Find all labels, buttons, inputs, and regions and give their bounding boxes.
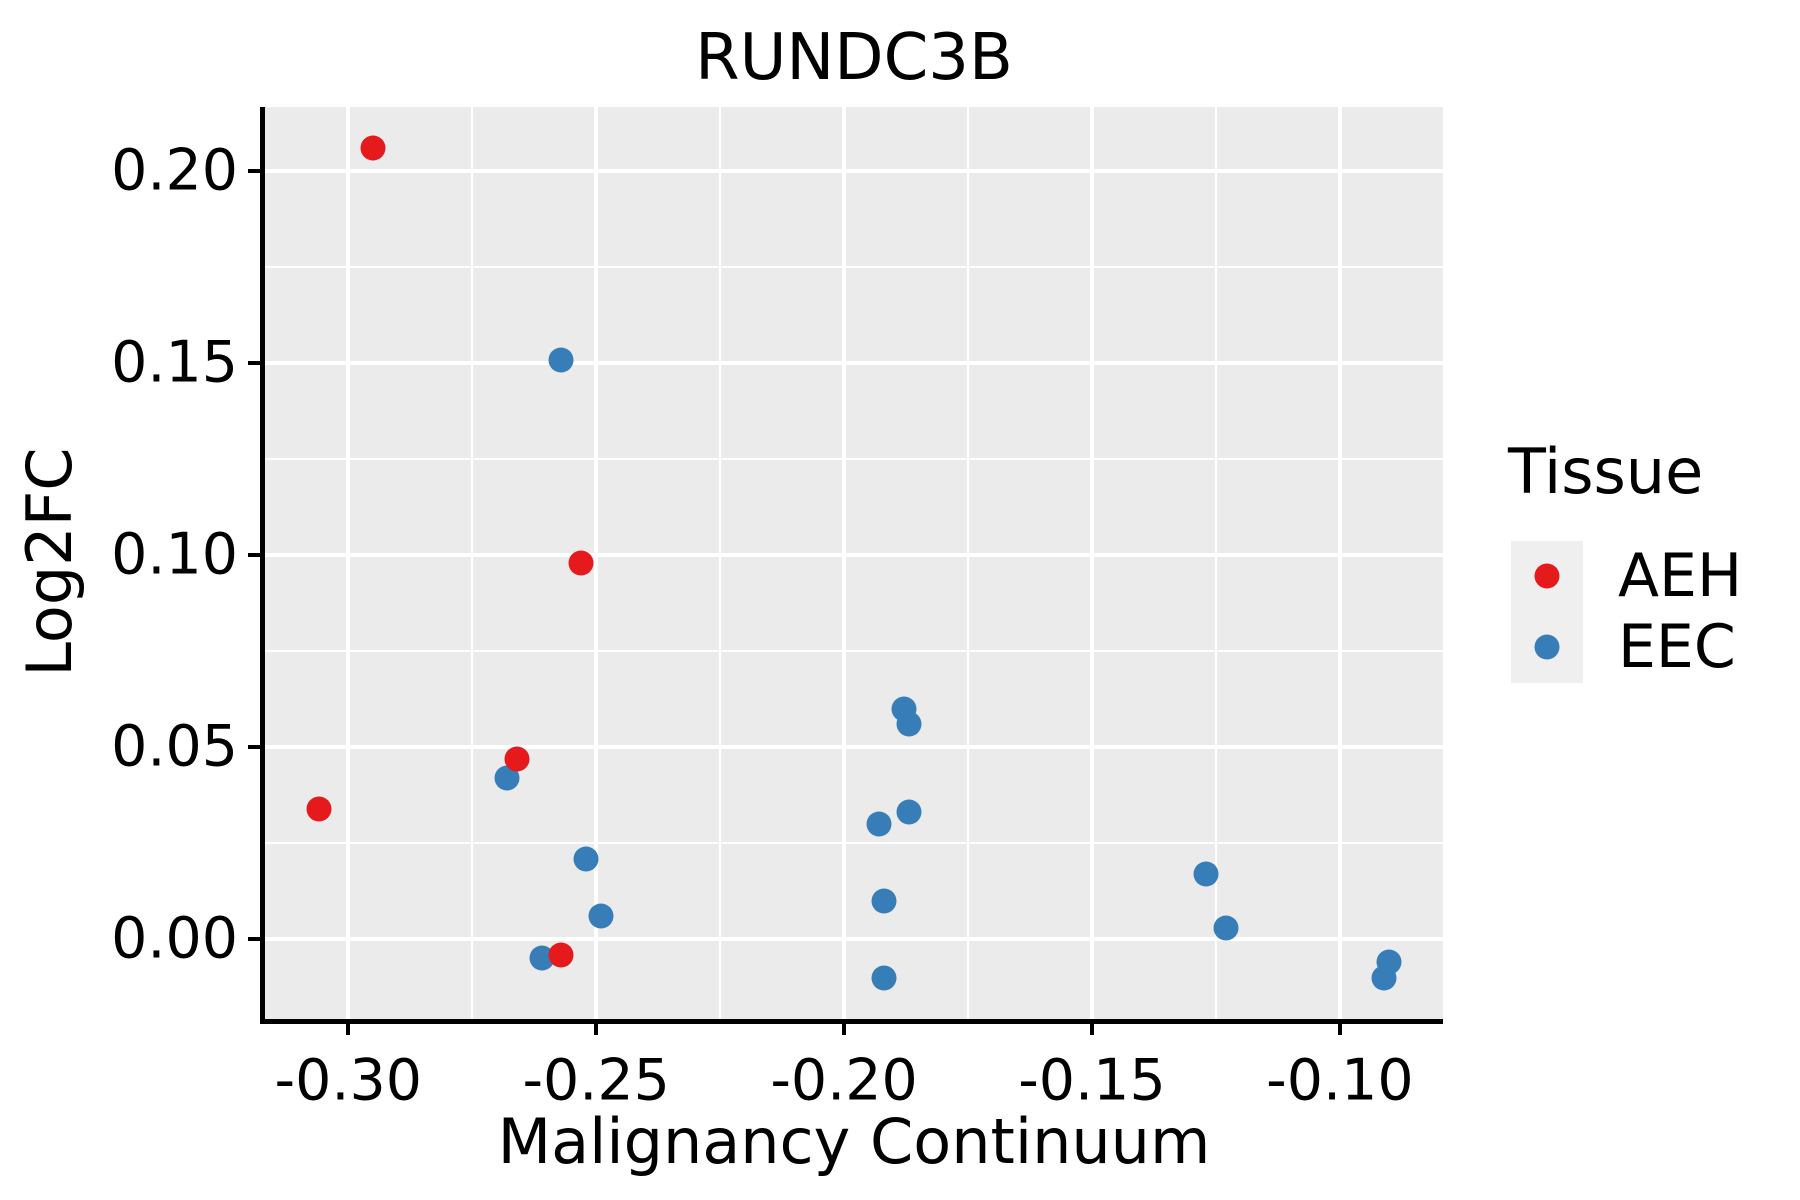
y-tick-mark xyxy=(248,361,260,366)
x-tick-mark xyxy=(842,1024,847,1035)
x-tick-label: -0.30 xyxy=(274,1047,423,1114)
data-point-eec xyxy=(871,888,897,914)
legend-label-eec: EEC xyxy=(1618,612,1736,682)
data-point-aeh xyxy=(548,942,574,967)
data-point-eec xyxy=(588,903,614,929)
x-tick-mark xyxy=(1089,1024,1094,1035)
x-tick-label: -0.15 xyxy=(1018,1047,1166,1114)
y-tick-mark xyxy=(248,745,260,750)
x-tick-mark xyxy=(594,1024,599,1035)
data-point-eec xyxy=(871,965,897,991)
x-tick-mark xyxy=(1337,1024,1342,1035)
data-point-eec xyxy=(1371,965,1397,991)
data-point-eec xyxy=(548,347,574,373)
y-tick-label: 0.20 xyxy=(111,137,238,204)
x-axis-spine xyxy=(260,1019,1443,1024)
data-point-eec xyxy=(1193,861,1219,887)
legend-label-aeh: AEH xyxy=(1618,541,1743,611)
x-axis-title: Malignancy Continuum xyxy=(497,1105,1211,1178)
data-point-eec xyxy=(896,799,922,825)
data-point-eec xyxy=(866,811,892,837)
legend-dot-aeh-icon xyxy=(1534,563,1560,589)
x-tick-mark xyxy=(346,1024,351,1035)
y-tick-mark xyxy=(248,937,260,942)
y-tick-label: 0.10 xyxy=(111,521,238,588)
y-tick-label: 0.05 xyxy=(111,713,238,780)
data-point-aeh xyxy=(360,135,386,161)
data-point-aeh xyxy=(568,550,594,576)
data-point-aeh xyxy=(504,746,530,772)
legend-title: Tissue xyxy=(1508,435,1704,508)
y-tick-label: 0.15 xyxy=(111,329,238,396)
data-point-aeh xyxy=(306,796,332,822)
data-point-eec xyxy=(896,711,922,737)
x-tick-label: -0.25 xyxy=(522,1047,670,1114)
plot-title: RUNDC3B xyxy=(695,21,1013,95)
data-point-eec xyxy=(1213,915,1239,941)
y-tick-label: 0.00 xyxy=(111,905,238,972)
y-axis-spine xyxy=(260,107,265,1024)
x-tick-label: -0.10 xyxy=(1266,1047,1414,1114)
legend-dot-eec-icon xyxy=(1534,634,1560,660)
plot-panel xyxy=(265,107,1443,1019)
x-tick-label: -0.20 xyxy=(770,1047,918,1114)
y-tick-mark xyxy=(248,553,260,558)
y-tick-mark xyxy=(248,169,260,174)
data-point-eec xyxy=(573,846,599,872)
